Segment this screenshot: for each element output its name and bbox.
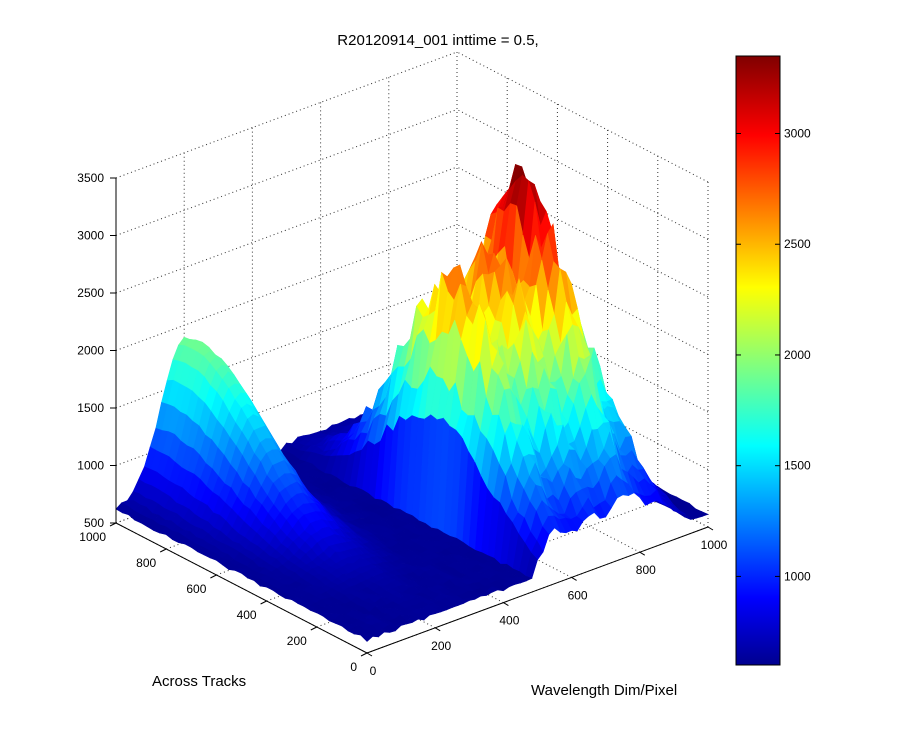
chart-title: R20120914_001 inttime = 0.5, — [337, 32, 538, 49]
x-axis-label: Wavelength Dim/Pixel — [531, 682, 677, 699]
x-tick — [571, 576, 577, 581]
grid-line — [115, 166, 458, 294]
y-tick — [360, 652, 368, 657]
y-tick-label: 800 — [136, 556, 156, 570]
x-tick — [639, 551, 646, 556]
z-tick-label: 2500 — [77, 286, 104, 300]
axes: 0200400600800100002004006008001000500100… — [77, 171, 727, 678]
z-tick-label: 1500 — [77, 401, 104, 415]
y-tick-label: 0 — [350, 660, 357, 674]
colorbar-ticks: 1000 1500 2000 2500 3000 — [736, 127, 811, 583]
colorbar-tick-label: 1000 — [784, 569, 811, 583]
y-tick — [260, 600, 267, 605]
z-tick-label: 2000 — [77, 344, 104, 358]
grid-line — [456, 51, 709, 183]
surface-patch — [359, 634, 374, 642]
x-tick — [366, 652, 373, 657]
x-tick-label: 400 — [499, 614, 519, 628]
y-tick-label: 400 — [237, 608, 257, 622]
colorbar-tick-label: 2500 — [784, 237, 811, 251]
x-tick-label: 600 — [568, 588, 588, 602]
grid-line — [115, 109, 458, 236]
z-tick-label: 500 — [84, 516, 104, 530]
x-tick-label: 800 — [636, 563, 656, 577]
x-tick — [503, 602, 509, 607]
colorbar-tick-label: 1500 — [784, 459, 811, 473]
y-axis-line — [115, 522, 368, 654]
grid-line — [115, 51, 458, 179]
y-axis-label: Across Tracks — [152, 673, 246, 690]
y-tick — [310, 626, 318, 631]
y-tick-label: 1000 — [79, 530, 106, 544]
z-tick-label: 3500 — [77, 171, 104, 185]
y-tick — [210, 574, 217, 579]
grid-line — [115, 224, 458, 351]
x-tick — [707, 526, 714, 531]
x-tick — [434, 627, 441, 632]
y-tick — [159, 548, 167, 553]
x-tick-label: 1000 — [701, 538, 728, 552]
z-tick-label: 1000 — [77, 459, 104, 473]
surface-plot — [115, 164, 709, 642]
z-tick-label: 3000 — [77, 229, 104, 243]
x-tick-label: 0 — [370, 664, 377, 678]
x-tick-label: 200 — [431, 639, 451, 653]
colorbar — [735, 55, 781, 666]
colorbar-tick-label: 2000 — [784, 348, 811, 362]
y-tick-label: 200 — [287, 634, 307, 648]
x-axis-line — [366, 526, 709, 654]
colorbar-tick-label: 3000 — [784, 127, 811, 141]
y-tick-label: 600 — [186, 582, 206, 596]
